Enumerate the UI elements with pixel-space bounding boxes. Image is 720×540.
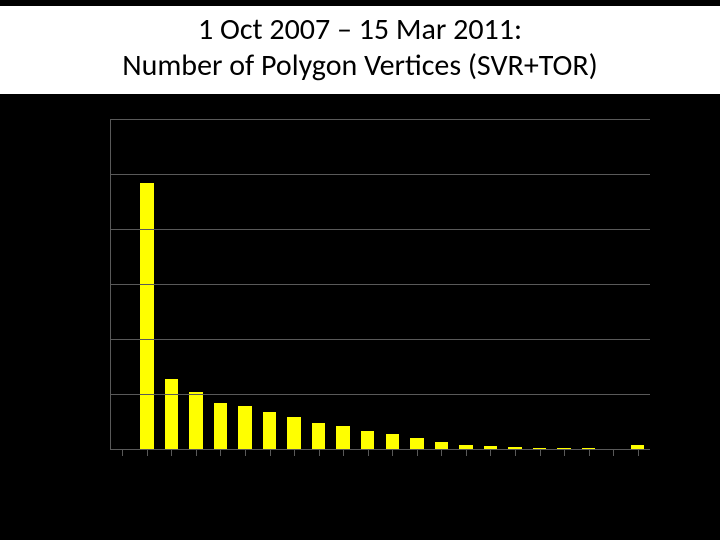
bar (287, 417, 301, 450)
x-tick (589, 450, 590, 456)
bars-container (110, 120, 650, 450)
x-tick (245, 450, 246, 456)
x-tick (171, 450, 172, 456)
gridline (110, 119, 650, 120)
x-tick (466, 450, 467, 456)
x-tick (490, 450, 491, 456)
title-line-2: Number of Polygon Vertices (SVR+TOR) (0, 48, 720, 84)
bar (238, 406, 252, 450)
x-tick (638, 450, 639, 456)
x-tick (392, 450, 393, 456)
bar (361, 431, 375, 450)
x-tick (540, 450, 541, 456)
x-tick (368, 450, 369, 456)
x-tick (515, 450, 516, 456)
gridline (110, 394, 650, 395)
x-tick (319, 450, 320, 456)
bar (165, 379, 179, 451)
x-tick (417, 450, 418, 456)
x-tick (613, 450, 614, 456)
x-tick (147, 450, 148, 456)
bar (386, 434, 400, 451)
bar (336, 426, 350, 450)
x-tick (270, 450, 271, 456)
x-axis (110, 449, 650, 450)
x-tick (441, 450, 442, 456)
x-tick (220, 450, 221, 456)
gridline (110, 229, 650, 230)
x-tick (564, 450, 565, 456)
bar (214, 403, 228, 450)
x-tick (196, 450, 197, 456)
slide: 1 Oct 2007 – 15 Mar 2011: Number of Poly… (0, 0, 720, 540)
bar (263, 412, 277, 451)
bar (189, 392, 203, 450)
title-box: 1 Oct 2007 – 15 Mar 2011: Number of Poly… (0, 6, 720, 94)
gridline (110, 339, 650, 340)
x-tick (122, 450, 123, 456)
title-line-1: 1 Oct 2007 – 15 Mar 2011: (0, 12, 720, 48)
gridline (110, 284, 650, 285)
x-tick (343, 450, 344, 456)
bar (312, 423, 326, 451)
gridline (110, 174, 650, 175)
bar-chart (110, 120, 650, 450)
x-tick (294, 450, 295, 456)
bar (140, 183, 154, 450)
y-axis (110, 120, 111, 450)
